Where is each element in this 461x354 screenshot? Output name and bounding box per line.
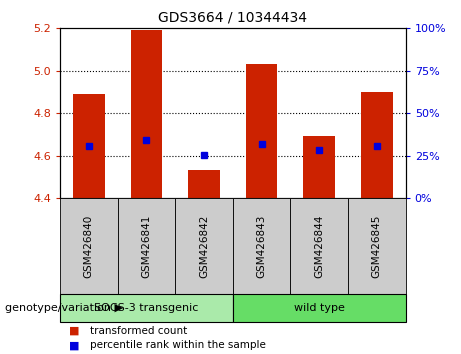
Text: GSM426843: GSM426843 [257, 214, 266, 278]
Text: transformed count: transformed count [90, 326, 187, 336]
Text: SOCS-3 transgenic: SOCS-3 transgenic [94, 303, 199, 313]
Text: wild type: wild type [294, 303, 345, 313]
Text: GSM426842: GSM426842 [199, 214, 209, 278]
Text: ■: ■ [69, 340, 80, 350]
Text: percentile rank within the sample: percentile rank within the sample [90, 340, 266, 350]
Bar [246, 64, 278, 198]
Text: genotype/variation ▶: genotype/variation ▶ [5, 303, 123, 313]
Bar [73, 94, 105, 198]
Bar [130, 30, 162, 198]
Text: GSM426841: GSM426841 [142, 214, 151, 278]
Text: GSM426840: GSM426840 [84, 215, 94, 278]
Text: GSM426844: GSM426844 [314, 214, 324, 278]
Title: GDS3664 / 10344434: GDS3664 / 10344434 [158, 10, 307, 24]
Bar [361, 92, 393, 198]
Bar [188, 170, 220, 198]
Text: ■: ■ [69, 326, 80, 336]
Text: GSM426845: GSM426845 [372, 214, 382, 278]
Bar [303, 136, 335, 198]
